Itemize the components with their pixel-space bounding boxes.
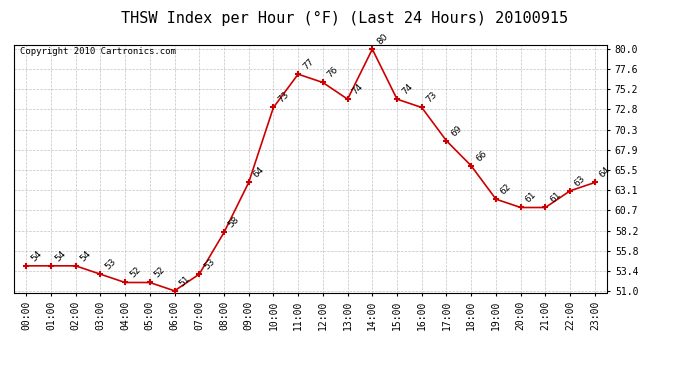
Text: 80: 80 [375,32,390,46]
Text: 53: 53 [202,257,217,272]
Text: 53: 53 [103,257,117,272]
Text: 64: 64 [598,165,612,180]
Text: 52: 52 [128,266,142,280]
Text: Copyright 2010 Cartronics.com: Copyright 2010 Cartronics.com [20,48,176,57]
Text: 73: 73 [424,90,439,105]
Text: 66: 66 [474,148,489,163]
Text: THSW Index per Hour (°F) (Last 24 Hours) 20100915: THSW Index per Hour (°F) (Last 24 Hours)… [121,11,569,26]
Text: 73: 73 [276,90,290,105]
Text: 74: 74 [351,82,365,96]
Text: 76: 76 [326,65,340,80]
Text: 62: 62 [499,182,513,196]
Text: 54: 54 [29,249,43,263]
Text: 61: 61 [548,190,562,205]
Text: 54: 54 [54,249,68,263]
Text: 64: 64 [251,165,266,180]
Text: 51: 51 [177,273,192,288]
Text: 58: 58 [227,215,242,230]
Text: 63: 63 [573,174,587,188]
Text: 52: 52 [152,266,167,280]
Text: 69: 69 [449,123,464,138]
Text: 74: 74 [400,82,414,96]
Text: 61: 61 [524,190,538,205]
Text: 54: 54 [79,249,92,263]
Text: 77: 77 [301,57,315,71]
